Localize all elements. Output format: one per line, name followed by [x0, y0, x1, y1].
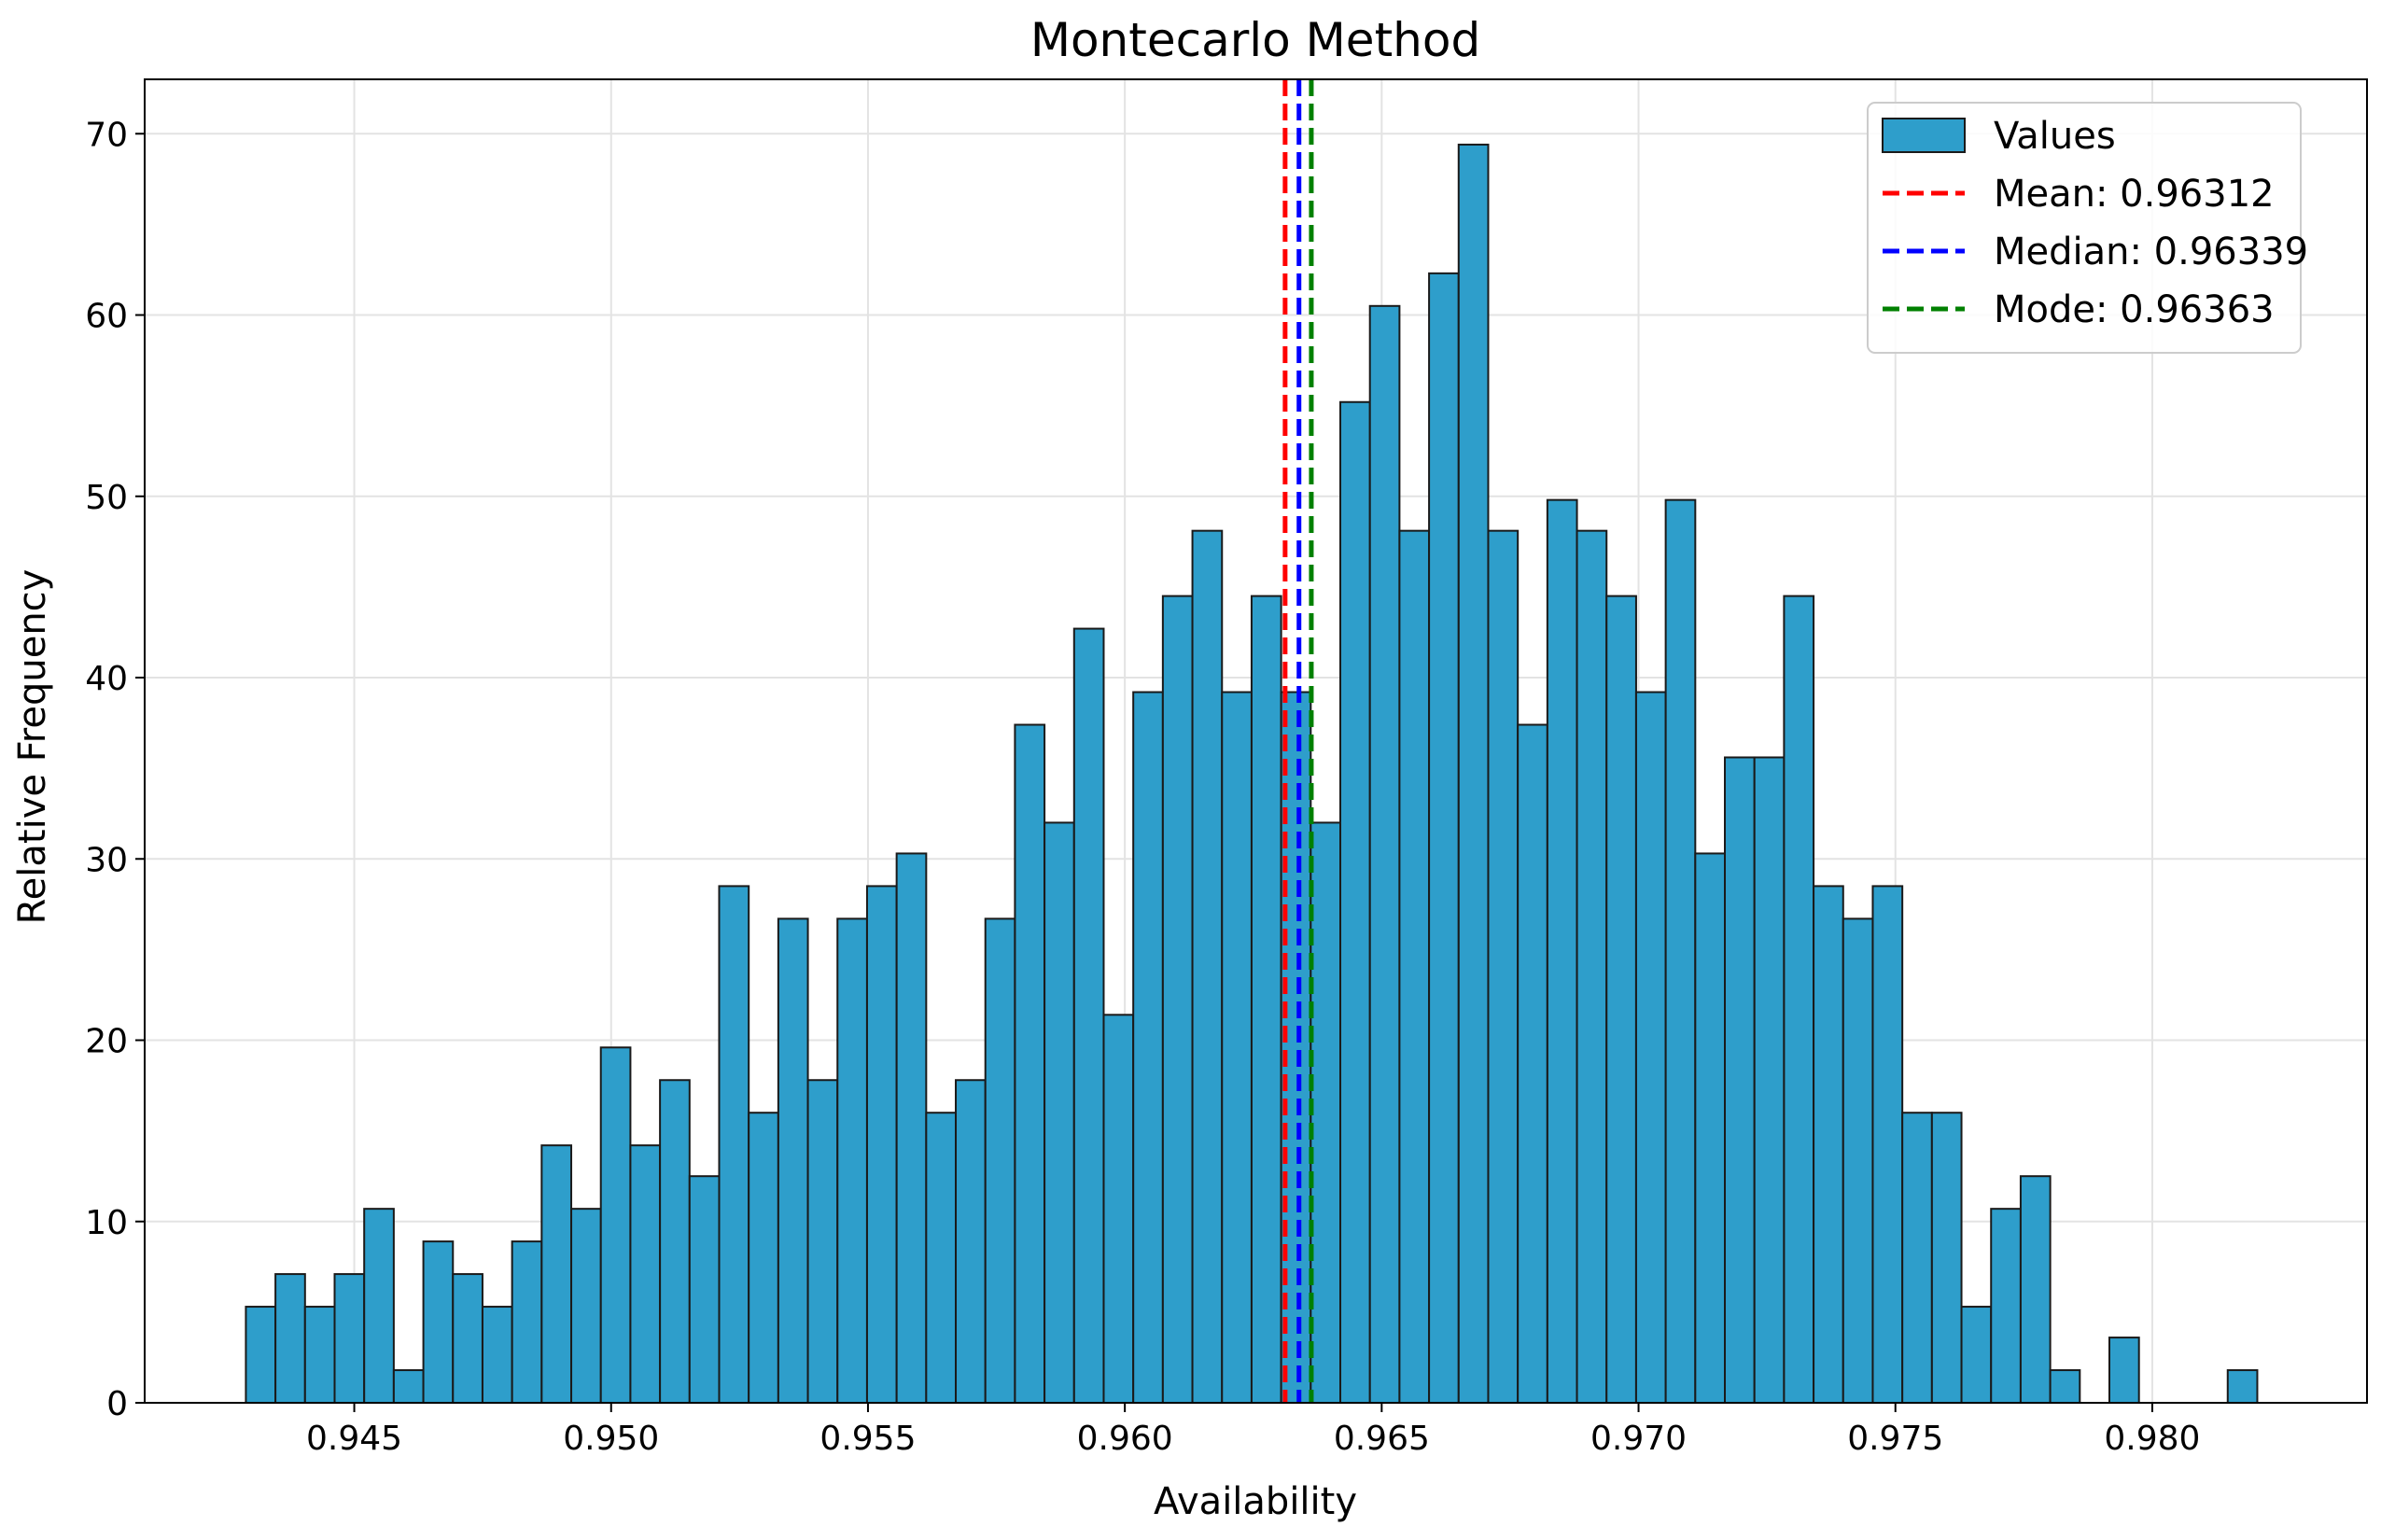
- x-tick-label: 0.955: [819, 1420, 916, 1458]
- histogram-bar: [1576, 529, 1608, 1404]
- histogram-bar: [303, 1306, 336, 1404]
- histogram-bar: [1990, 1208, 2022, 1404]
- histogram-bar: [1694, 852, 1727, 1404]
- x-tick-label: 0.975: [1847, 1420, 1943, 1458]
- x-axis-ticks: 0.945 0.950 0.955 0.960 0.965 0.970 0.975 0.980: [306, 1403, 2200, 1458]
- histogram-bar: [422, 1240, 455, 1405]
- histogram-bar: [1043, 821, 1075, 1404]
- histogram-bar: [1634, 691, 1667, 1404]
- histogram-bar: [1398, 529, 1431, 1404]
- x-axis-label: Availability: [1154, 1480, 1357, 1523]
- histogram-bar: [2108, 1337, 2140, 1405]
- histogram-bar: [1191, 529, 1224, 1404]
- histogram-bar: [1783, 595, 1815, 1404]
- histogram-bar: [984, 917, 1016, 1404]
- histogram-bar: [1813, 885, 1844, 1404]
- histogram-bar: [1724, 756, 1756, 1404]
- histogram-bar: [748, 1112, 779, 1404]
- histogram-bar: [1132, 691, 1164, 1404]
- histogram-bar: [955, 1079, 987, 1404]
- histogram-bar: [1605, 595, 1637, 1404]
- x-tick-label: 0.965: [1334, 1420, 1430, 1458]
- chart-title: Montecarlo Method: [1030, 13, 1480, 67]
- x-tick-label: 0.950: [563, 1420, 659, 1458]
- histogram-bar: [392, 1369, 425, 1405]
- y-tick-label: 70: [85, 116, 128, 154]
- histogram-bar: [1664, 498, 1697, 1404]
- histogram-bar: [570, 1208, 602, 1404]
- y-tick-label: 20: [85, 1023, 128, 1061]
- x-tick-label: 0.970: [1590, 1420, 1687, 1458]
- histogram-bar: [1310, 821, 1342, 1404]
- histogram-bar: [1457, 143, 1490, 1405]
- histogram-bar: [1930, 1112, 1963, 1404]
- histogram-bar: [363, 1208, 395, 1404]
- histogram-bar: [245, 1306, 277, 1404]
- histogram-bar: [1901, 1112, 1933, 1404]
- x-tick-label: 0.960: [1077, 1420, 1173, 1458]
- legend-swatch-values: [1882, 118, 1966, 153]
- y-axis-ticks: 0 10 20 30 40 50 60 70: [85, 116, 145, 1423]
- histogram-bar: [1014, 723, 1046, 1404]
- histogram-bar: [659, 1079, 691, 1404]
- reference-lines: [1282, 79, 1314, 1403]
- y-tick-label: 0: [106, 1385, 128, 1423]
- histogram-bar: [1072, 627, 1105, 1404]
- plot-area-frame: [144, 78, 2368, 1404]
- histogram-bar: [599, 1046, 632, 1405]
- histogram-bar: [1102, 1014, 1135, 1405]
- histogram-bar: [1368, 304, 1401, 1404]
- legend: Values Mean: 0.96312 Median: 0.96339 Mode: …: [1867, 102, 2308, 354]
- histogram-bar: [274, 1273, 306, 1405]
- histogram-bar: [481, 1306, 513, 1404]
- histogram-bar: [2226, 1369, 2259, 1405]
- histogram-bar: [1546, 498, 1578, 1404]
- histogram-bar: [1428, 272, 1460, 1404]
- histogram-bar: [511, 1240, 543, 1405]
- y-tick-label: 30: [85, 841, 128, 879]
- legend-box: [1867, 102, 2302, 354]
- histogram-bar: [865, 885, 898, 1404]
- legend-label: Mean: 0.96312: [1994, 173, 2275, 216]
- legend-label: Mode: 0.96363: [1994, 288, 2275, 331]
- histogram-bar: [895, 852, 928, 1404]
- histogram-bar: [452, 1273, 483, 1405]
- y-tick-label: 10: [85, 1204, 128, 1242]
- histogram-bar: [1487, 529, 1520, 1404]
- histogram-bar: [806, 1079, 839, 1404]
- x-tick-label: 0.945: [306, 1420, 402, 1458]
- histogram-bar: [540, 1144, 573, 1405]
- histogram-bar: [1339, 400, 1371, 1404]
- histogram-bar: [2019, 1175, 2052, 1404]
- histogram-bar: [1221, 691, 1253, 1404]
- y-tick-label: 60: [85, 298, 128, 336]
- histogram-bar: [718, 885, 750, 1404]
- y-tick-label: 50: [85, 479, 128, 517]
- histogram-bar: [777, 917, 809, 1404]
- y-tick-label: 40: [85, 660, 128, 698]
- histogram-bar: [333, 1273, 366, 1405]
- x-tick-label: 0.980: [2104, 1420, 2200, 1458]
- histogram-bar: [1753, 756, 1786, 1404]
- histogram-bar: [2049, 1369, 2081, 1405]
- legend-label: Median: 0.96339: [1994, 231, 2308, 273]
- histogram-bar: [836, 917, 868, 1404]
- legend-label-values: Values: [1994, 115, 2116, 158]
- histogram-bar: [1871, 885, 1904, 1404]
- histogram-bar: [1517, 723, 1548, 1404]
- histogram-bars: [245, 143, 2259, 1405]
- histogram-bar: [1250, 595, 1282, 1404]
- histogram-bar: [1960, 1306, 1993, 1404]
- histogram-bar: [1161, 595, 1194, 1404]
- histogram-bar: [1842, 917, 1874, 1404]
- histogram-bar: [925, 1112, 958, 1404]
- histogram-bar: [629, 1144, 662, 1405]
- y-axis-label: Relative Frequency: [11, 569, 54, 925]
- histogram-bar: [688, 1175, 721, 1404]
